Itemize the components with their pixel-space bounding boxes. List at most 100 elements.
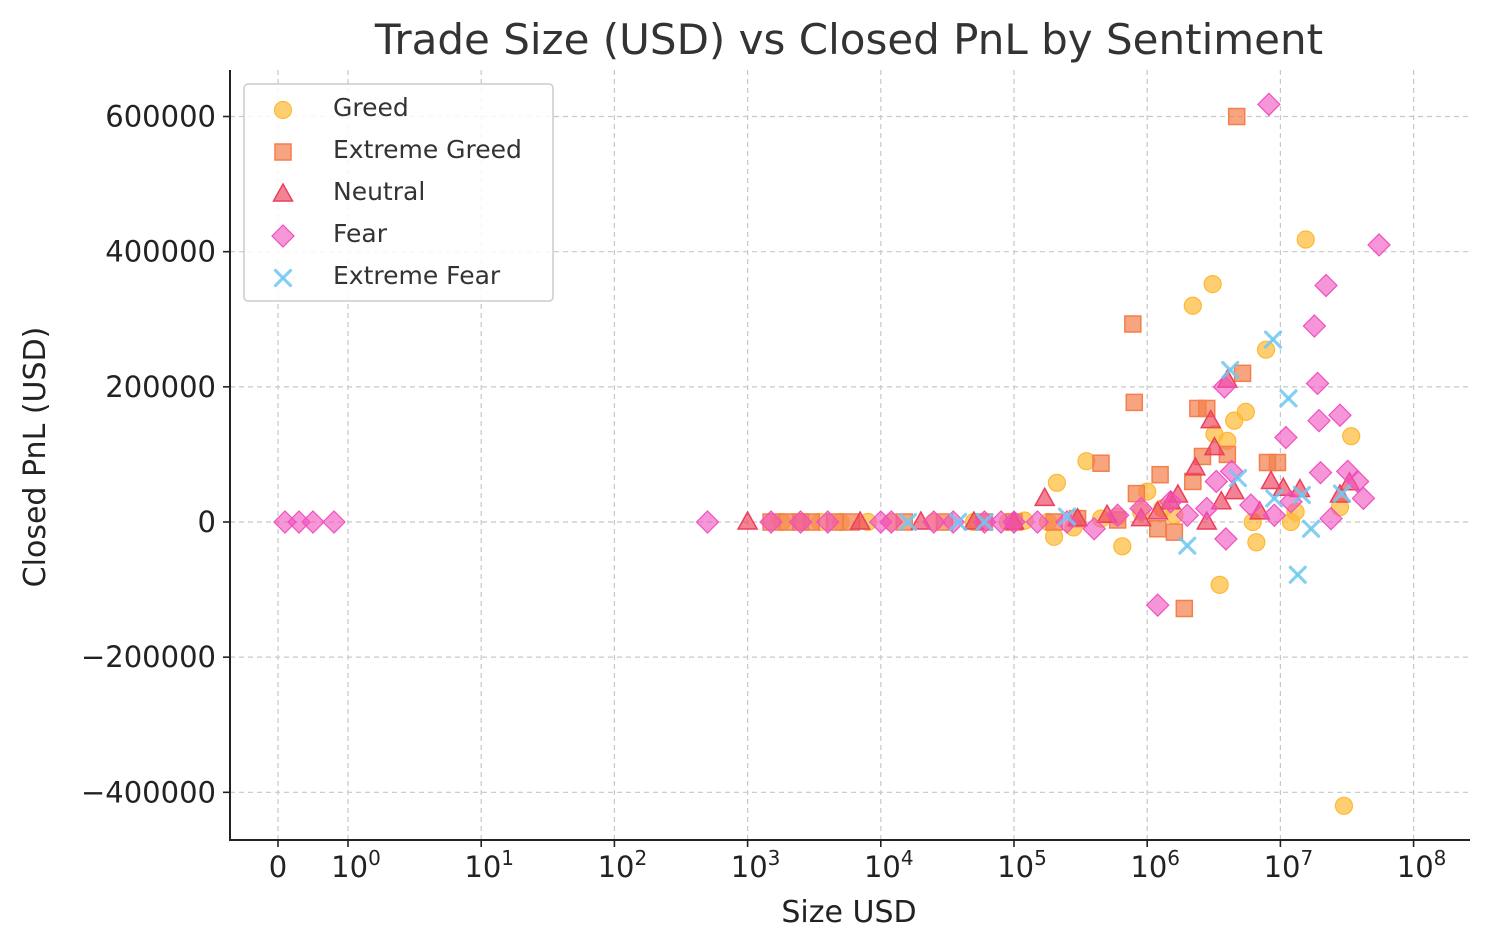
point-greed bbox=[1296, 230, 1315, 249]
legend: Greed Extreme Greed Neutral Fear Extreme Fea… bbox=[243, 83, 554, 302]
point-greed bbox=[1236, 402, 1255, 421]
legend-item-extreme-fear: Extreme Fear bbox=[273, 261, 501, 290]
point-fear bbox=[1305, 371, 1330, 396]
point-greed bbox=[1183, 296, 1202, 315]
x-tick-label: 105 bbox=[997, 846, 1047, 884]
point-extreme-greed bbox=[1175, 599, 1194, 618]
point-fear bbox=[1002, 510, 1026, 534]
point-neutral bbox=[1199, 409, 1222, 429]
point-neutral bbox=[1210, 490, 1233, 510]
point-fear bbox=[1302, 314, 1327, 338]
point-greed bbox=[1203, 275, 1222, 294]
point-neutral bbox=[1203, 436, 1226, 456]
point-neutral bbox=[1195, 510, 1218, 530]
point-fear bbox=[1194, 496, 1219, 521]
y-tick-label: 400000 bbox=[105, 235, 216, 269]
legend-label-extreme-greed: Extreme Greed bbox=[333, 135, 522, 164]
point-extreme-fear bbox=[898, 512, 918, 532]
legend-item-greed: Greed bbox=[273, 93, 409, 122]
point-neutral bbox=[1146, 500, 1169, 520]
point-fear bbox=[695, 510, 720, 534]
point-fear bbox=[1175, 503, 1200, 528]
y-tick-label: −200000 bbox=[81, 640, 216, 674]
point-extreme-greed bbox=[1233, 364, 1252, 383]
point-fear bbox=[1204, 469, 1229, 494]
x-tick-label: 107 bbox=[1264, 846, 1314, 884]
point-extreme-greed bbox=[1184, 472, 1202, 491]
point-greed bbox=[1044, 527, 1064, 546]
ticks-layer: 0 100 101 102 103 104 105 106 107 108 600000 400000… bbox=[81, 100, 1446, 884]
legend-marker-extreme-greed bbox=[274, 143, 292, 161]
x-tick-label: 102 bbox=[598, 846, 648, 884]
legend-marker-neutral bbox=[272, 182, 294, 202]
y-axis-label: Closed PnL (USD) bbox=[18, 327, 53, 588]
point-fear bbox=[1055, 510, 1079, 534]
legend-marker-extreme-fear bbox=[273, 268, 293, 288]
point-extreme-fear bbox=[1178, 536, 1197, 555]
y-tick-label: 600000 bbox=[105, 100, 216, 134]
point-fear bbox=[879, 510, 904, 534]
legend-label-greed: Greed bbox=[333, 93, 409, 122]
point-extreme-greed bbox=[1148, 520, 1167, 538]
point-fear bbox=[1351, 486, 1376, 511]
point-fear bbox=[1214, 527, 1238, 551]
point-neutral bbox=[1272, 476, 1295, 496]
point-extreme-greed bbox=[1227, 107, 1246, 126]
x-axis-label: Size USD bbox=[781, 895, 916, 930]
x-tick-label: 101 bbox=[464, 846, 514, 884]
point-neutral bbox=[849, 510, 871, 530]
point-fear bbox=[1257, 92, 1281, 117]
point-extreme-fear bbox=[948, 512, 968, 532]
point-neutral bbox=[736, 510, 759, 530]
x-tick-label: 104 bbox=[864, 846, 914, 884]
point-greed bbox=[1342, 427, 1361, 446]
point-extreme-fear bbox=[1057, 507, 1077, 526]
point-fear bbox=[759, 510, 783, 534]
point-fear bbox=[1328, 403, 1352, 428]
point-extreme-fear bbox=[1279, 389, 1298, 408]
point-neutral bbox=[1223, 480, 1245, 500]
point-extreme-fear bbox=[1292, 485, 1311, 505]
grid-layer bbox=[230, 70, 1470, 840]
point-fear bbox=[1307, 408, 1331, 433]
series-extreme-fear bbox=[898, 330, 1352, 584]
legend-box bbox=[243, 83, 554, 302]
y-tick-label: −400000 bbox=[81, 775, 216, 809]
legend-label-fear: Fear bbox=[333, 219, 388, 248]
point-extreme-fear bbox=[1332, 484, 1352, 503]
point-fear bbox=[1145, 593, 1170, 617]
point-greed bbox=[1047, 473, 1067, 492]
chart-title: Trade Size (USD) vs Closed PnL by Sentim… bbox=[374, 15, 1323, 64]
point-greed bbox=[1210, 575, 1229, 594]
legend-item-fear: Fear bbox=[271, 219, 388, 248]
series-fear bbox=[273, 92, 1391, 617]
point-neutral bbox=[1260, 469, 1282, 490]
point-fear bbox=[1082, 516, 1107, 541]
legend-label-extreme-fear: Extreme Fear bbox=[333, 261, 501, 290]
point-extreme-fear bbox=[1288, 565, 1307, 584]
point-fear bbox=[1105, 503, 1130, 528]
legend-marker-fear bbox=[271, 224, 295, 248]
point-greed bbox=[1113, 537, 1132, 556]
x-tick-label: 100 bbox=[331, 846, 381, 884]
point-fear bbox=[1319, 506, 1343, 531]
y-tick-label: 200000 bbox=[105, 370, 216, 404]
point-greed bbox=[1247, 533, 1266, 552]
point-extreme-fear bbox=[1301, 519, 1321, 538]
series-extreme-greed bbox=[762, 107, 1287, 618]
legend-item-neutral: Neutral bbox=[272, 177, 425, 206]
x-tick-label: 103 bbox=[731, 846, 781, 884]
point-extreme-fear bbox=[1228, 468, 1248, 488]
point-extreme-greed bbox=[1268, 453, 1287, 472]
point-neutral bbox=[1033, 486, 1056, 507]
legend-marker-greed bbox=[273, 100, 293, 120]
point-fear bbox=[301, 510, 325, 534]
point-fear bbox=[1212, 374, 1237, 399]
point-fear bbox=[1262, 503, 1287, 528]
point-extreme-greed bbox=[1124, 315, 1142, 333]
x-tick-label: 108 bbox=[1397, 846, 1447, 884]
point-extreme-fear bbox=[1265, 489, 1284, 508]
point-extreme-fear bbox=[1221, 360, 1240, 380]
x-tick-label: 0 bbox=[269, 850, 287, 884]
